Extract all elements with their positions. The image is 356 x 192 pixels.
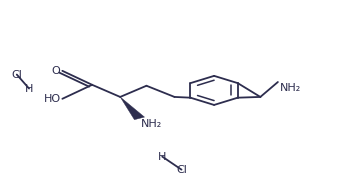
Text: Cl: Cl [176,165,187,175]
Text: H: H [25,84,33,94]
Text: O: O [52,66,61,76]
Text: HO: HO [43,94,61,104]
Text: NH₂: NH₂ [279,83,301,93]
Text: Cl: Cl [11,70,22,79]
Polygon shape [120,97,145,120]
Text: H: H [158,152,166,162]
Text: NH₂: NH₂ [141,119,162,129]
